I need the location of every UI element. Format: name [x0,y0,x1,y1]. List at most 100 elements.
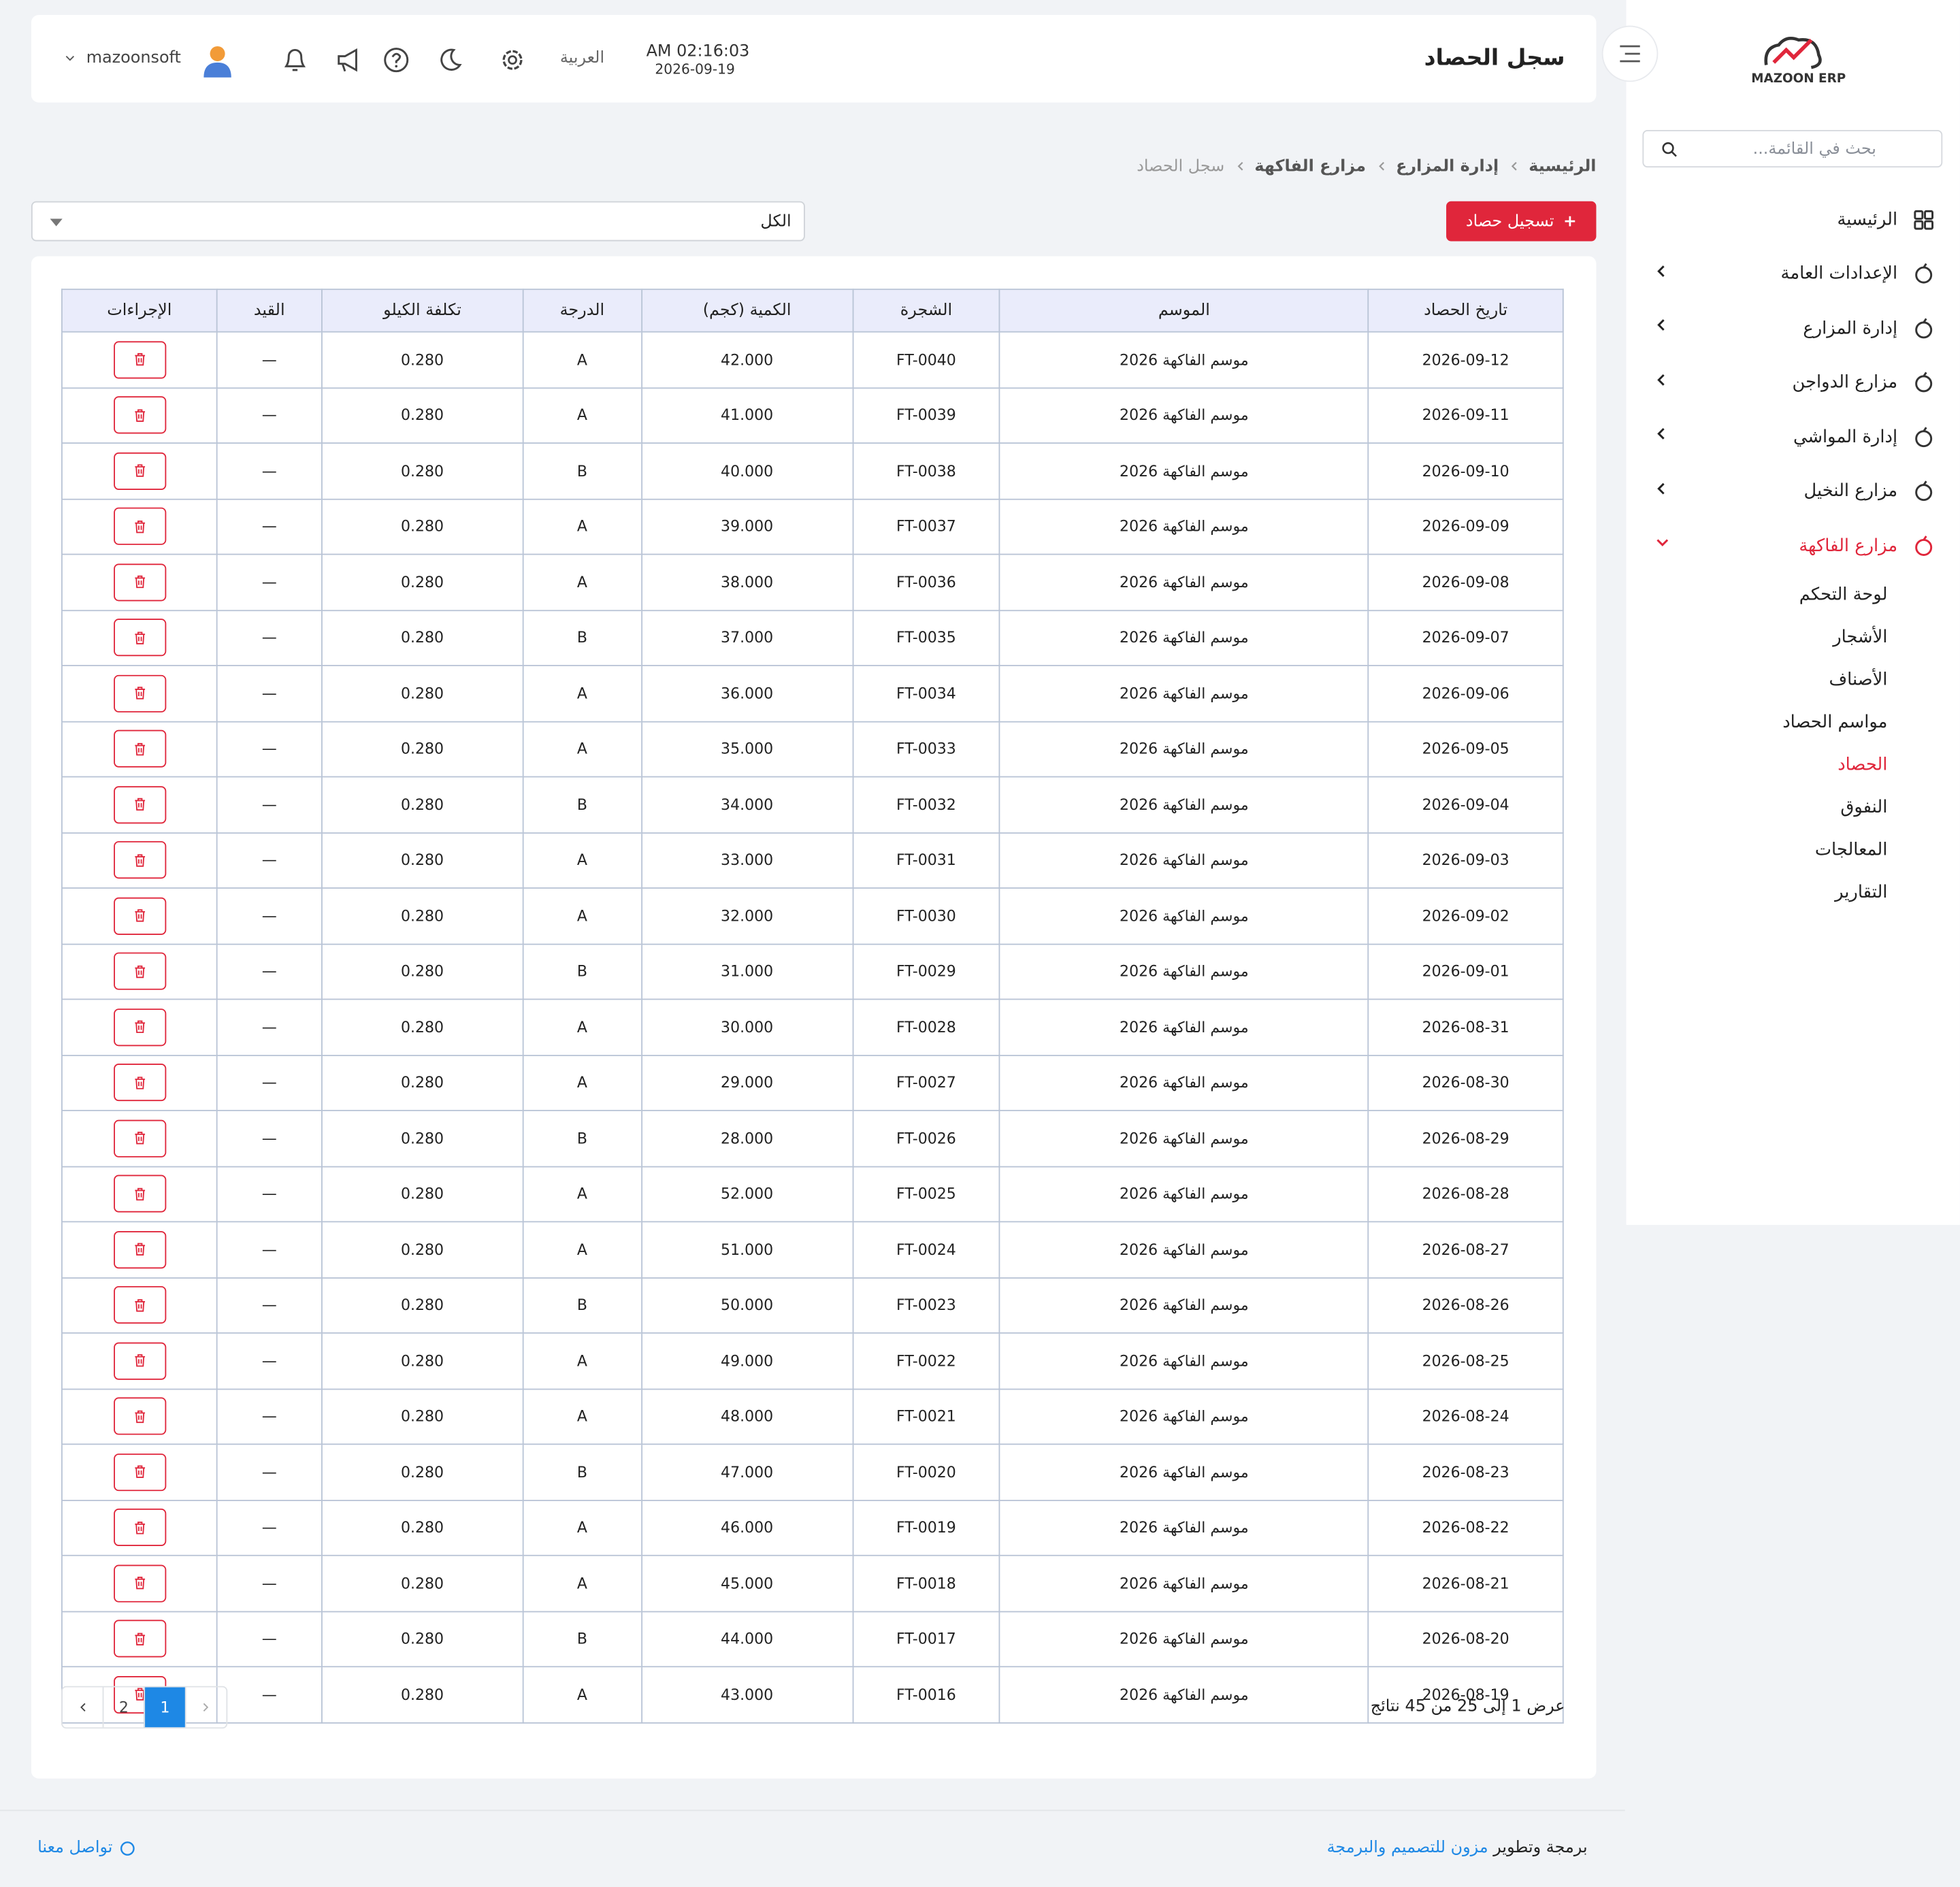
theme-icon[interactable] [436,46,463,73]
delete-button[interactable] [113,508,166,546]
delete-button[interactable] [113,1509,166,1547]
menu-item[interactable]: مزارع الفاكهة [1627,519,1960,573]
table-row: 2026-08-25 موسم الفاكهة 2026 FT-0022 49.000… [61,1332,1564,1390]
submenu-item[interactable]: الأشجار [1833,627,1888,647]
page-button[interactable]: 2 [102,1687,144,1728]
menu-toggle[interactable] [1601,25,1659,82]
credit-prefix: برمجة وتطوير [1493,1838,1588,1858]
table-cell: 45.000 [640,1554,853,1612]
menu-item[interactable]: إدارة المواشي [1627,410,1960,464]
delete-button[interactable] [113,1064,166,1102]
contact-link[interactable]: تواصل معنا [37,1839,135,1857]
menu-item[interactable]: مزارع الدواجن [1627,356,1960,410]
delete-button[interactable] [113,674,166,712]
menu-icon [1915,263,1933,284]
breadcrumb-item[interactable]: الرئيسية [1529,157,1597,176]
delete-button[interactable] [113,396,166,434]
submenu-item[interactable]: الأصناف [1829,669,1888,689]
column-header: الموسم [999,289,1369,333]
delete-button[interactable] [113,1564,166,1603]
table-cell: 0.280 [321,942,524,1000]
table-cell: 2026-09-06 [1367,665,1564,722]
trash-icon [134,853,145,867]
actions-cell [61,665,218,722]
delete-button[interactable] [113,1119,166,1158]
table-row: 2026-08-19 موسم الفاكهة 2026 FT-0016 43.000… [61,1666,1564,1723]
actions-cell [61,1499,218,1556]
delete-button[interactable] [113,1342,166,1380]
table-row: 2026-09-08 موسم الفاكهة 2026 FT-0036 38.000… [61,553,1564,611]
table-cell: 2026-08-25 [1367,1332,1564,1390]
delete-button[interactable] [113,1175,166,1213]
table-cell: FT-0037 [851,497,1001,555]
table-cell: 2026-09-04 [1367,776,1564,834]
menu-item[interactable]: الرئيسية [1627,193,1960,247]
breadcrumb-item[interactable]: مزارع الفاكهة [1254,157,1367,176]
delete-button[interactable] [113,897,166,935]
menu-item[interactable]: الإعدادات العامة [1627,247,1960,301]
add-harvest-label: تسجيل حصاد [1465,212,1554,231]
table-cell: 0.280 [321,1054,524,1111]
delete-button[interactable] [113,730,166,768]
table-cell: A [522,720,642,778]
table-cell: — [216,887,323,945]
menu-item[interactable]: مزارع النخيل [1627,464,1960,519]
delete-button[interactable] [113,1397,166,1435]
delete-button[interactable] [113,1620,166,1658]
submenu-item[interactable]: النفوق [1840,796,1888,817]
table-row: 2026-08-29 موسم الفاكهة 2026 FT-0026 28.000… [61,1109,1564,1167]
avatar[interactable] [201,42,234,78]
settings-icon[interactable] [499,46,526,73]
menu-label: الإعدادات العامة [1780,264,1898,284]
submenu-item[interactable]: مواسم الحصاد [1782,712,1888,732]
filter-caret [50,218,63,227]
delete-button[interactable] [113,785,166,823]
language-switch[interactable]: العربية [559,48,605,68]
table-cell: B [522,1109,642,1167]
table-cell: موسم الفاكهة 2026 [999,720,1369,778]
delete-button[interactable] [113,452,166,490]
breadcrumb-item[interactable]: إدارة المزارع [1396,157,1499,176]
table-row: 2026-09-10 موسم الفاكهة 2026 FT-0038 40.000… [61,442,1564,499]
submenu-item[interactable]: لوحة التحكم [1799,584,1888,605]
submenu-item[interactable]: المعالجات [1814,839,1888,859]
next-page[interactable] [63,1688,103,1728]
prev-page[interactable] [184,1687,227,1728]
column-header: الإجراءات [61,289,218,333]
delete-button[interactable] [113,953,166,991]
table-cell: 2026-09-11 [1367,387,1564,444]
user-name[interactable]: mazoonsoft [86,48,181,68]
table-cell: A [522,1332,642,1390]
table-cell: — [216,1332,323,1390]
column-header: تكلفة الكيلو [321,289,524,333]
delete-button[interactable] [113,1453,166,1491]
menu-icon [1914,210,1934,230]
delete-button[interactable] [113,619,166,657]
add-harvest-button[interactable]: تسجيل حصاد [1446,201,1597,242]
table-cell: FT-0020 [851,1443,1001,1500]
delete-button[interactable] [113,340,166,379]
notifications-icon[interactable] [281,45,308,75]
table-cell: 2026-08-22 [1367,1499,1564,1556]
table-row: 2026-09-03 موسم الفاكهة 2026 FT-0031 33.000… [61,832,1564,889]
table-cell: 49.000 [640,1332,853,1390]
delete-button[interactable] [113,1008,166,1046]
page-button[interactable]: 1 [144,1687,185,1728]
actions-cell [61,1165,218,1223]
table-cell: 0.280 [321,776,524,834]
table-cell: 51.000 [640,1221,853,1279]
submenu-item[interactable]: التقارير [1835,881,1888,902]
delete-button[interactable] [113,841,166,879]
season-filter[interactable]: الكل [31,201,805,242]
delete-button[interactable] [113,1230,166,1268]
table-cell: A [522,1499,642,1556]
menu-item[interactable]: إدارة المزارع [1627,301,1960,356]
delete-button[interactable] [113,1286,166,1324]
table-cell: موسم الفاكهة 2026 [999,1666,1369,1723]
submenu-item[interactable]: الحصاد [1838,754,1888,774]
menu-search[interactable]: بحث في القائمة... [1642,130,1943,168]
help-icon[interactable] [382,46,410,73]
announce-icon[interactable] [335,46,362,73]
delete-button[interactable] [113,563,166,601]
credit-link[interactable]: مزون للتصميم والبرمجة [1326,1838,1488,1858]
